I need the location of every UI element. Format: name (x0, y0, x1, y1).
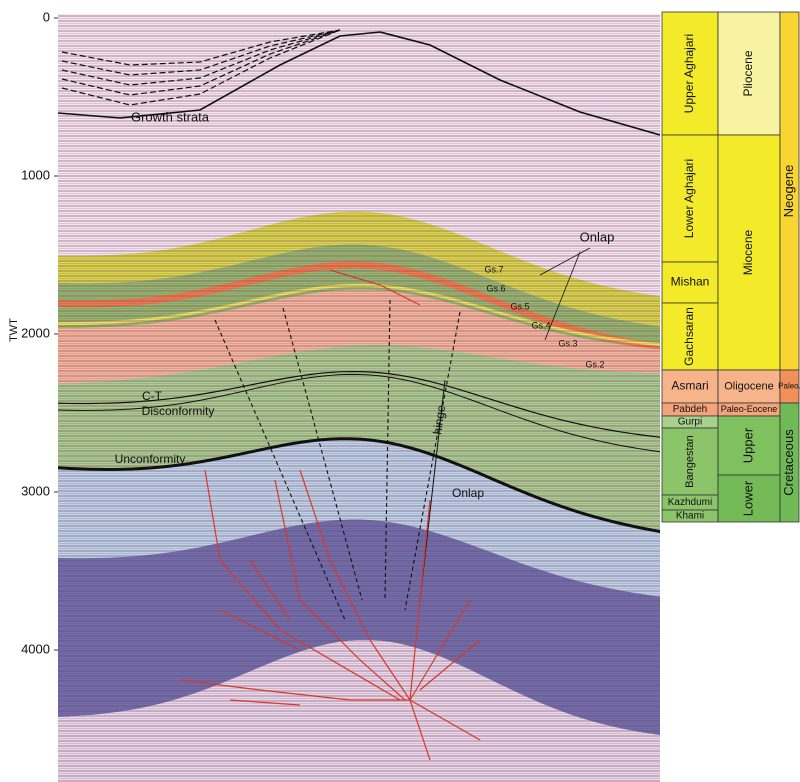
column-label: Asmari (671, 379, 708, 393)
annotation: Gs.4 (531, 320, 550, 330)
annotation: Gs.7 (484, 264, 503, 274)
column-label: Upper (740, 427, 755, 463)
column-label: Pliocene (741, 50, 755, 96)
tick-label: 1000 (21, 167, 50, 182)
tick-label: 2000 (21, 325, 50, 340)
column-label: Cretaceous (781, 429, 796, 496)
annotation: Unconformity (115, 452, 186, 466)
column-label: Khami (676, 511, 704, 522)
column-label: Oligocene (724, 380, 774, 392)
column-label: Neogene (781, 165, 796, 218)
annotation: Gs.3 (558, 338, 577, 348)
column-label: Bangestan (684, 435, 696, 488)
column-label: Gachsaran (682, 307, 696, 366)
annotation: Gs.6 (486, 283, 505, 293)
annotation: Disconformity (142, 404, 215, 418)
column-label: Lower (740, 480, 755, 516)
column-label: Upper Aghajari (682, 34, 696, 113)
annotation: Gs.5 (510, 301, 529, 311)
tick-label: 3000 (21, 483, 50, 498)
tick-label: 0 (43, 9, 50, 24)
annotation: C-T (142, 389, 163, 403)
annotation: Gs.2 (585, 359, 604, 369)
column-label: Gurpi (678, 417, 702, 428)
annotation: Growth strata (131, 109, 210, 124)
annotation: Onlap (452, 486, 484, 500)
column-label: Paleo. (778, 382, 800, 391)
column-label: Lower Aghajari (682, 159, 696, 238)
column-label: Miocene (741, 229, 755, 275)
column-label: Mishan (671, 275, 710, 289)
column-label: Pabdeh (673, 404, 707, 415)
axis-label: TWT (8, 318, 20, 342)
annotation: Onlap (580, 229, 615, 244)
column-label: Kazhdumi (668, 497, 712, 508)
figure: Upper Aghajari Lower Aghajari Mishan Gachsa… (0, 0, 800, 782)
strat-column: Upper Aghajari Lower Aghajari Mishan Gachsa… (662, 12, 800, 522)
tick-label: 4000 (21, 641, 50, 656)
column-label: Paleo-Eocene (721, 404, 778, 414)
